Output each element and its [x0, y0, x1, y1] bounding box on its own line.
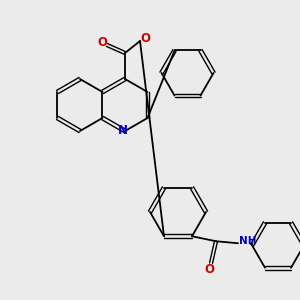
Text: O: O [140, 32, 150, 46]
Text: NH: NH [239, 236, 256, 246]
Text: O: O [204, 263, 214, 276]
Text: O: O [97, 37, 107, 50]
Text: N: N [118, 124, 128, 137]
